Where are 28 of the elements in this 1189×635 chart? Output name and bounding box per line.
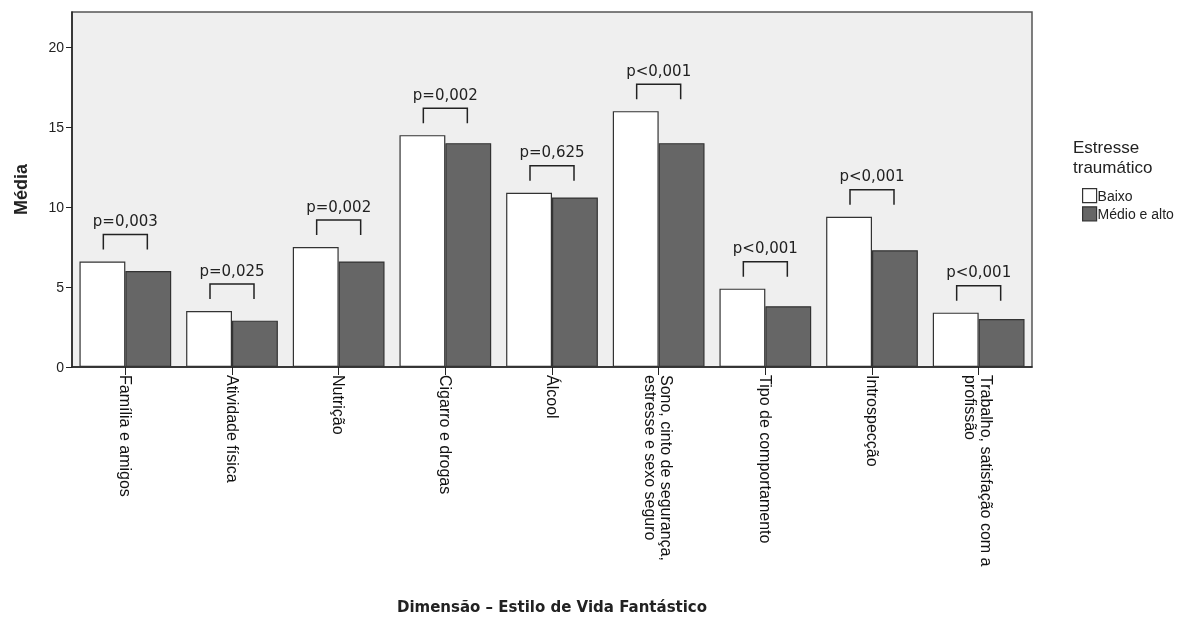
x-tick-label: Cigarro e drogas — [436, 375, 454, 495]
x-tick-label: Trabalho, satisfação com a profissão — [962, 375, 996, 567]
x-tick-label: Família e amigos — [116, 375, 134, 497]
y-tick-label: 15 — [48, 119, 65, 136]
annotation: p=0,003 — [92, 211, 158, 230]
annotation: p<0,001 — [839, 167, 905, 186]
annotation: p<0,001 — [732, 239, 798, 258]
y-tick-label: 10 — [48, 199, 65, 216]
y-tick-label: 5 — [56, 279, 65, 296]
x-tick-label: Nutrição — [330, 375, 348, 435]
y-tick-label: 20 — [48, 39, 65, 56]
annotation: p<0,001 — [626, 61, 692, 80]
y-axis-title: Média — [11, 163, 31, 216]
annotation: p=0,625 — [519, 143, 585, 162]
annotation: p=0,002 — [412, 85, 478, 104]
annotation: p=0,025 — [199, 261, 265, 280]
x-axis-title: Dimensão – Estilo de Vida Fantástico — [396, 597, 708, 616]
y-tick-label: 0 — [56, 359, 65, 375]
annotation: p=0,002 — [306, 197, 372, 216]
x-tick-label: Atividade física — [223, 375, 241, 483]
x-tick-label: Tipo de comportamento — [756, 375, 774, 544]
x-tick-label: Introspecção — [863, 375, 881, 467]
legend-title: Estresse traumático — [1073, 137, 1153, 177]
x-tick-label: Sono, cinto de segurança, estresse e sexo seguro — [642, 375, 676, 561]
x-tick-label: Álcool — [543, 375, 562, 419]
legend-label: Médio e alto — [1097, 205, 1175, 222]
legend-label: Baixo — [1097, 187, 1133, 204]
annotation: p<0,001 — [946, 263, 1012, 282]
